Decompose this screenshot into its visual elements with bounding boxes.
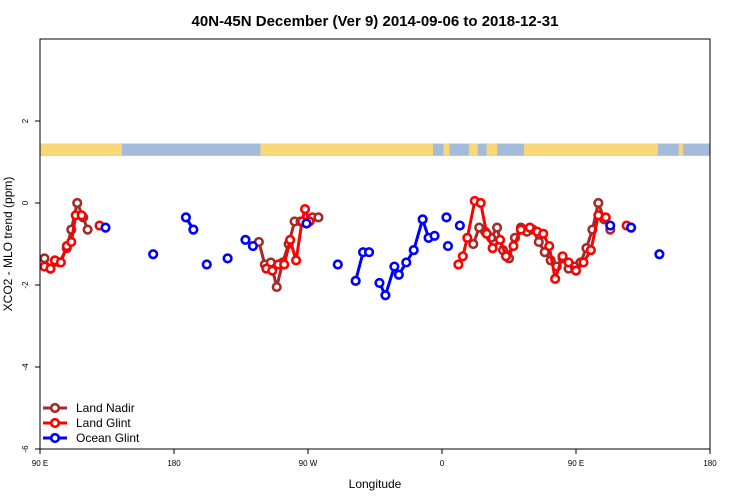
ocean-glint-point: [180, 212, 192, 223]
land-glint-point: [76, 210, 87, 221]
x-axis-label: Longitude: [349, 477, 402, 491]
series-layer: [39, 195, 665, 301]
ocean-glint-point: [222, 253, 233, 264]
land-segment: [260, 143, 434, 156]
land-segment: [468, 143, 478, 156]
ocean-glint-point: [417, 214, 428, 225]
land-glint-point: [508, 240, 519, 252]
land-glint-point: [600, 212, 611, 223]
land-ocean-strip: [40, 143, 710, 156]
land-glint-point: [557, 251, 568, 262]
land-nadir-point: [72, 197, 83, 209]
legend-land-glint-marker: [49, 417, 61, 429]
land-segment: [486, 143, 498, 156]
land-glint-point: [475, 197, 486, 209]
land-glint-point: [279, 259, 290, 270]
land-glint-point: [500, 251, 512, 262]
land-glint-point: [487, 243, 498, 254]
y-tick-label: -6: [21, 445, 30, 453]
legend-ocean-glint-label: Ocean Glint: [76, 431, 140, 445]
x-tick-label: 90 E: [32, 459, 48, 468]
ocean-glint-point: [389, 261, 400, 272]
ocean-glint-point: [401, 257, 412, 268]
land-segment: [523, 143, 658, 156]
land-glint-point: [267, 265, 278, 276]
y-axis-label: XCO2 - MLO trend (ppm): [1, 177, 15, 312]
legend-ocean-glint-marker: [49, 432, 61, 444]
land-glint-point: [544, 240, 555, 252]
ocean-glint-point: [374, 277, 385, 289]
land-glint-point: [299, 204, 311, 215]
ocean-glint-point: [247, 240, 259, 252]
legend-land-glint-label: Land Glint: [76, 416, 131, 430]
land-glint-point: [585, 245, 596, 256]
legend-land-nadir-label: Land Nadir: [76, 401, 135, 415]
land-glint-point: [538, 228, 549, 239]
land-glint-point: [494, 234, 506, 245]
land-glint-point: [45, 263, 56, 274]
land-nadir-point: [491, 222, 503, 233]
land-glint-point: [66, 236, 77, 248]
land-nadir-point: [468, 238, 479, 250]
land-nadir-point: [533, 236, 544, 248]
land-glint-point: [55, 257, 66, 268]
land-glint-point: [524, 222, 535, 233]
y-tick-label: 0: [21, 200, 30, 205]
land-nadir-point: [39, 253, 50, 264]
land-nadir-point: [313, 212, 324, 223]
ocean-glint-point: [605, 220, 616, 231]
ocean-glint-point: [429, 230, 440, 241]
land-glint-point: [457, 251, 468, 262]
ocean-glint-point: [454, 220, 465, 231]
land-segment: [40, 143, 122, 156]
x-tick-label: 0: [440, 459, 445, 468]
land-glint-point: [570, 265, 582, 276]
y-tick-label: 2: [21, 118, 30, 123]
ocean-glint-point: [654, 249, 665, 260]
y-tick-label: -2: [21, 281, 30, 289]
land-glint-point: [550, 273, 561, 284]
plot-frame: [39, 38, 711, 450]
land-glint-point: [481, 228, 492, 239]
y-axis: -6 -4 -2 0 2: [21, 118, 40, 453]
ocean-glint-point: [148, 249, 159, 260]
ocean-glint-point: [332, 259, 343, 270]
land-glint-point: [453, 259, 464, 270]
land-nadir-point: [82, 224, 93, 235]
x-tick-label: 90 E: [568, 459, 584, 468]
ocean-glint-point: [442, 240, 454, 252]
land-glint-point: [515, 224, 527, 235]
ocean-glint-point: [441, 212, 452, 223]
land-glint-point: [285, 234, 296, 245]
ocean-glint-point: [240, 234, 251, 245]
land-glint-point: [290, 255, 302, 266]
ocean-glint-point: [625, 222, 637, 233]
x-tick-label: 180: [703, 459, 717, 468]
chart-title: 40N-45N December (Ver 9) 2014-09-06 to 2…: [192, 13, 559, 30]
ocean-glint-point: [393, 269, 404, 280]
legend-land-nadir-marker: [49, 402, 61, 414]
ocean-glint-line: [378, 217, 436, 297]
x-tick-label: 90 W: [299, 459, 318, 468]
ocean-glint-point: [363, 247, 375, 258]
ocean-glint-point: [188, 224, 199, 235]
y-tick-label: -4: [21, 363, 30, 371]
land-segment: [443, 143, 450, 156]
x-tick-label: 180: [167, 459, 181, 468]
land-glint-point: [578, 257, 589, 268]
ocean-glint-point: [350, 275, 361, 287]
ocean-glint-point: [301, 218, 312, 229]
ocean-glint-point: [100, 222, 111, 233]
land-nadir-point: [271, 281, 282, 293]
ocean-glint-point: [201, 259, 212, 270]
land-glint-point: [462, 232, 473, 243]
ocean-glint-point: [380, 290, 391, 301]
land-glint-point: [563, 257, 574, 268]
land-nadir-point: [593, 197, 604, 209]
ocean-glint-point: [408, 245, 419, 256]
land-segment: [678, 143, 684, 156]
x-axis: 90 E 180 90 W 0 90 E 180: [32, 449, 717, 468]
